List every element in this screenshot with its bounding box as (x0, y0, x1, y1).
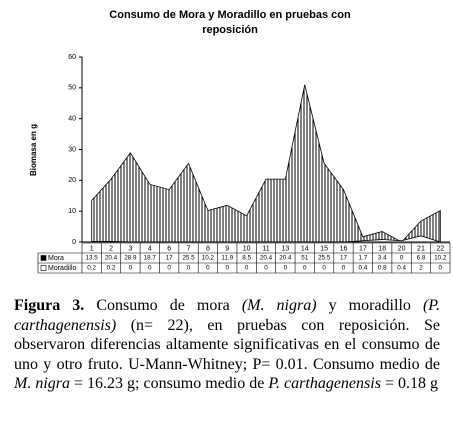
data-label: 25.5 (318, 255, 331, 262)
data-label: 8.5 (242, 255, 251, 262)
data-label: 0 (322, 265, 326, 272)
data-label: 0 (226, 265, 230, 272)
data-label: 10.2 (434, 255, 447, 262)
data-label: 17 (340, 255, 348, 262)
y-tick-label: 40 (68, 116, 76, 123)
x-tick-label: 4 (148, 245, 152, 252)
x-tick-label: 22 (436, 245, 444, 252)
y-tick-label: 30 (68, 146, 76, 153)
y-axis-label: Biomasa en g (29, 124, 38, 176)
caption-text: y moradillo (316, 297, 423, 314)
data-label: 0 (400, 255, 404, 262)
data-label: 20.4 (260, 255, 273, 262)
x-tick-label: 7 (187, 245, 191, 252)
caption-text: (n= 22), en pruebas con reposición. Se o… (14, 316, 440, 373)
data-label: 17 (166, 255, 174, 262)
x-tick-label: 11 (262, 245, 269, 252)
data-label: 0 (303, 265, 307, 272)
x-tick-label: 17 (359, 245, 367, 252)
y-tick-label: 50 (68, 85, 76, 92)
x-tick-label: 6 (167, 245, 171, 252)
data-label: 51 (301, 255, 309, 262)
y-tick-label: 0 (72, 239, 76, 246)
data-label: 0 (342, 265, 346, 272)
data-label: 3.4 (378, 255, 387, 262)
data-label: 20.4 (279, 255, 292, 262)
data-label: 20.4 (105, 255, 118, 262)
data-label: 28.9 (124, 255, 137, 262)
data-label: 0 (206, 265, 210, 272)
caption-text: M. nigra (14, 375, 70, 392)
data-label: 0 (245, 265, 249, 272)
data-label: 0 (264, 265, 268, 272)
data-label: 0.4 (358, 265, 367, 272)
data-label: 0 (284, 265, 288, 272)
data-label: 0.2 (87, 265, 96, 272)
data-label: 0.4 (397, 265, 406, 272)
caption-label: Figura 3. (14, 297, 85, 314)
legend-swatch (40, 265, 47, 271)
data-label: 0 (167, 265, 171, 272)
data-label: 1.7 (358, 255, 367, 262)
data-label: 6.8 (417, 255, 426, 262)
y-tick-label: 10 (68, 208, 76, 215)
data-label: 25.5 (182, 255, 195, 262)
figure-caption: Figura 3. Consumo de mora (M. nigra) y m… (14, 296, 440, 394)
data-label: 0 (439, 265, 443, 272)
data-label: 11.9 (221, 255, 233, 262)
legend-label: Mora (48, 255, 64, 262)
x-tick-label: 2 (109, 245, 113, 252)
data-label: 0 (187, 265, 191, 272)
data-label: 0.2 (107, 265, 116, 272)
x-tick-label: 13 (281, 245, 289, 252)
legend-label: Moradillo (48, 265, 77, 272)
data-label: 13.5 (86, 255, 99, 262)
data-label: 18.7 (144, 255, 157, 262)
x-tick-label: 9 (225, 245, 229, 252)
x-tick-label: 16 (340, 245, 348, 252)
caption-text: P. carthagenensis (268, 375, 381, 392)
caption-text: (M. nigra) (241, 297, 317, 314)
x-tick-label: 21 (417, 245, 425, 252)
data-label: 2 (419, 265, 423, 272)
caption-text: (P. carthagenensis) (14, 297, 440, 334)
x-tick-label: 15 (320, 245, 328, 252)
x-tick-label: 1 (90, 245, 94, 252)
x-tick-label: 18 (378, 245, 386, 252)
x-tick-label: 3 (128, 245, 132, 252)
x-tick-label: 10 (243, 245, 251, 252)
area (91, 84, 441, 243)
data-label: 0.8 (378, 265, 387, 272)
caption-text: = 16.23 g; consumo medio de (70, 375, 269, 392)
caption-text: Consumo de mora (84, 297, 242, 314)
y-tick-label: 60 (68, 54, 76, 61)
legend-swatch (40, 255, 47, 261)
x-tick-label: 20 (398, 245, 406, 252)
data-label: 10.2 (202, 255, 215, 262)
chart-title: Consumo de Mora y Moradillo en pruebas c… (109, 9, 351, 36)
caption-text: = 0.18 g (380, 375, 438, 392)
x-tick-label: 14 (301, 245, 309, 252)
y-tick-label: 20 (68, 177, 76, 184)
x-tick-label: 8 (206, 245, 210, 252)
data-label: 0 (129, 265, 133, 272)
data-label: 0 (148, 265, 152, 272)
